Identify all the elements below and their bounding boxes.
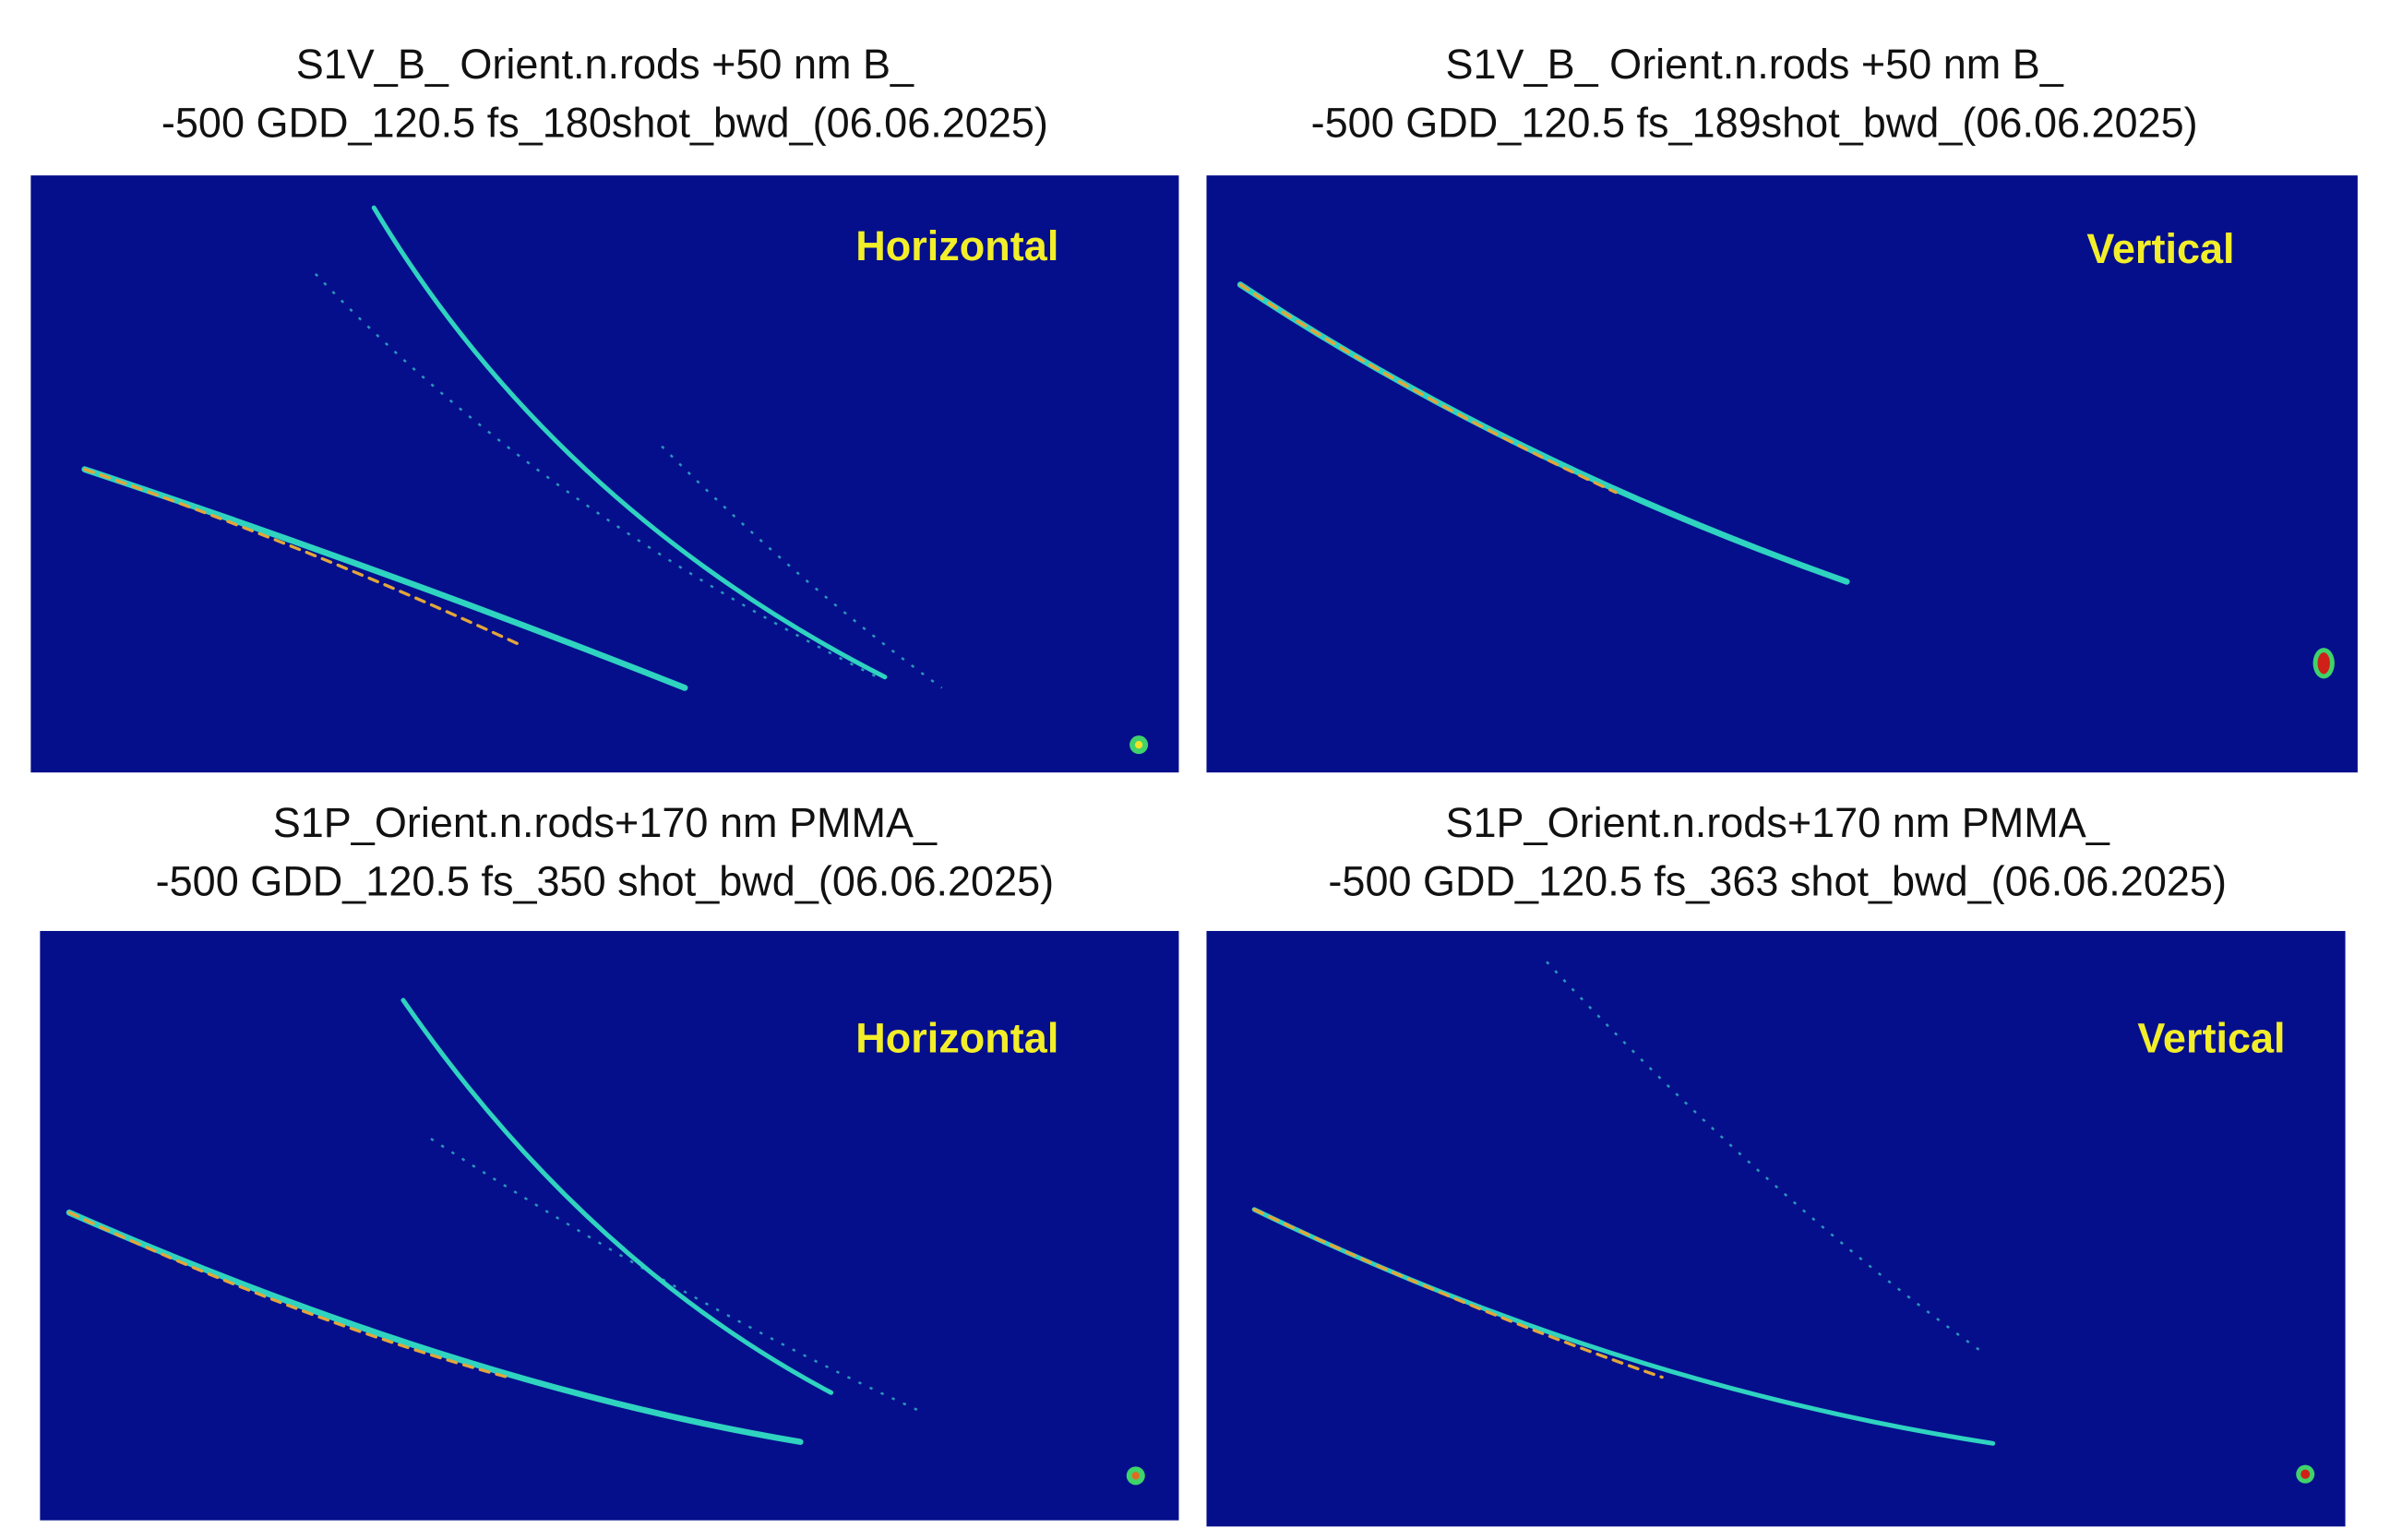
panel-title: S1V_B_ Orient.n.rods +50 nm B_ — [296, 41, 914, 88]
trace — [66, 1209, 804, 1445]
label: Vertical — [2137, 1015, 2285, 1062]
trace — [1251, 1207, 1996, 1446]
panel-title: -500 GDD_120.5 fs_189shot_bwd_(06.06.202… — [1311, 99, 2198, 146]
panel-title: -500 GDD_120.5 fs_350 shot_bwd_(06.06.20… — [156, 858, 1055, 905]
panel-title: -500 GDD_120.5 fs_180shot_bwd_(06.06.202… — [161, 99, 1048, 146]
trace — [430, 1138, 925, 1415]
image — [40, 930, 1179, 1521]
spot — [2300, 1469, 2311, 1479]
trace — [67, 1211, 510, 1379]
trace — [83, 467, 525, 649]
label: Vertical — [2086, 225, 2234, 272]
trace — [661, 445, 943, 689]
label: Horizontal — [855, 1015, 1058, 1062]
panel: S1P_Orient.n.rods+170 nm PMMA_ -500 GDD_… — [1206, 799, 2346, 1527]
image — [30, 175, 1179, 773]
trace — [1546, 961, 1987, 1355]
panel-title: S1P_Orient.n.rods+170 nm PMMA_ — [273, 799, 938, 846]
image — [1206, 175, 2358, 773]
panel: S1P_Orient.n.rods+170 nm PMMA_ -500 GDD_… — [40, 799, 1179, 1521]
trace — [371, 205, 888, 680]
spot — [2317, 652, 2330, 674]
spot — [1131, 1472, 1140, 1480]
label: Horizontal — [855, 222, 1058, 269]
panel: S1V_B_ Orient.n.rods +50 nm B_ -500 GDD_… — [1206, 41, 2358, 773]
panel-title: -500 GDD_120.5 fs_363 shot_bwd_(06.06.20… — [1328, 858, 2227, 905]
trace — [1238, 282, 1618, 495]
trace — [400, 997, 834, 1395]
panel: S1V_B_ Orient.n.rods +50 nm B_ -500 GDD_… — [30, 41, 1179, 773]
panel-title: S1V_B_ Orient.n.rods +50 nm B_ — [1445, 41, 2063, 88]
spot — [1134, 740, 1143, 749]
panel-title: S1P_Orient.n.rods+170 nm PMMA_ — [1446, 799, 2110, 846]
trace — [314, 272, 878, 678]
image — [1206, 930, 2346, 1527]
trace — [1252, 1208, 1664, 1379]
